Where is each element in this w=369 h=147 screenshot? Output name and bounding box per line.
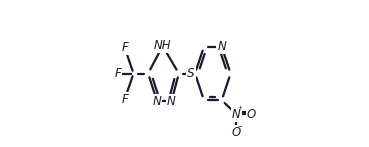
- Text: F: F: [115, 67, 121, 80]
- Text: F: F: [121, 93, 128, 106]
- Text: O: O: [232, 126, 241, 139]
- Text: O: O: [247, 108, 256, 121]
- Text: F: F: [121, 41, 128, 54]
- Text: N: N: [217, 40, 226, 53]
- Text: NH: NH: [154, 40, 172, 52]
- Text: $^+$: $^+$: [236, 105, 244, 114]
- Text: N: N: [153, 95, 161, 107]
- Text: O: O: [247, 108, 256, 121]
- Text: S: S: [187, 67, 195, 80]
- Text: $^-$: $^-$: [236, 123, 244, 132]
- Text: N: N: [232, 108, 241, 121]
- Text: N: N: [167, 95, 176, 107]
